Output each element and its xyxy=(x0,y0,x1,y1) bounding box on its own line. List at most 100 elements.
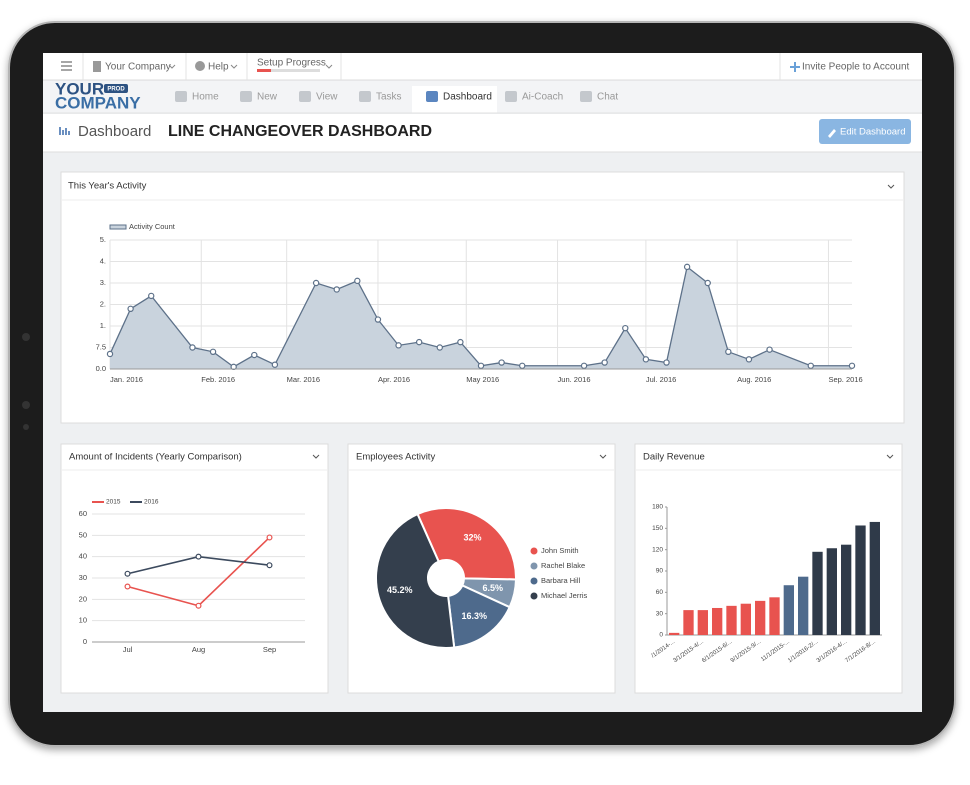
bar xyxy=(783,585,794,635)
bar xyxy=(740,603,751,635)
slice-label: 45.2% xyxy=(387,585,413,595)
legend-label: Michael Jerris xyxy=(541,591,588,600)
legend-swatch xyxy=(530,562,538,570)
bar xyxy=(855,525,866,635)
dashboard-icon xyxy=(59,127,70,135)
slice-label: 32% xyxy=(464,532,482,542)
panel xyxy=(60,443,329,694)
point xyxy=(766,346,773,353)
legend-swatch xyxy=(530,547,538,555)
plus-icon xyxy=(790,62,800,72)
help-icon xyxy=(195,61,205,71)
legend-label: 2015 xyxy=(106,499,121,506)
point xyxy=(704,279,711,287)
point xyxy=(642,356,650,363)
point xyxy=(195,602,202,609)
bar xyxy=(712,607,723,635)
nav-tab[interactable]: Tasks xyxy=(376,92,402,103)
sensor xyxy=(23,424,29,430)
legend-label: Barbara Hill xyxy=(541,576,581,585)
point xyxy=(251,351,258,359)
nav-tab[interactable]: Ai-Coach xyxy=(522,92,563,103)
x-tick-label: Aug xyxy=(192,645,205,654)
point xyxy=(271,361,279,368)
bar xyxy=(798,576,809,635)
menu-icon[interactable] xyxy=(61,61,72,71)
nav-tab[interactable]: View xyxy=(316,92,338,103)
setup-progress[interactable]: Setup Progress xyxy=(257,58,326,69)
edit-button[interactable] xyxy=(819,119,911,144)
tab-icon xyxy=(299,91,311,102)
y-tick-label: 3. xyxy=(100,278,106,287)
legend-label: Activity Count xyxy=(129,222,176,231)
x-tick-label: Apr. 2016 xyxy=(378,375,410,384)
x-tick-label: May 2016 xyxy=(466,375,499,384)
legend-label: John Smith xyxy=(541,546,579,555)
point xyxy=(663,359,670,366)
point xyxy=(395,342,402,349)
point xyxy=(266,562,273,569)
y-tick-label: 5. xyxy=(100,235,106,244)
bar xyxy=(769,597,780,635)
y-tick-label: 0.0 xyxy=(96,364,106,373)
x-tick-label: Jul. 2016 xyxy=(646,375,676,384)
y-tick-label: 50 xyxy=(79,530,87,539)
legend-swatch xyxy=(109,224,127,230)
point xyxy=(195,553,202,560)
bar xyxy=(726,605,737,635)
panel-title: This Year's Activity xyxy=(68,181,147,192)
sensor xyxy=(22,401,30,409)
help-menu[interactable]: Help xyxy=(208,62,229,73)
point xyxy=(519,362,526,369)
point xyxy=(106,350,114,358)
company-menu[interactable]: Your Company xyxy=(105,62,171,73)
nav-tab[interactable]: Chat xyxy=(597,92,618,103)
bar xyxy=(869,521,880,635)
nav-tab[interactable]: New xyxy=(257,92,278,103)
panel-title: Employees Activity xyxy=(356,452,435,463)
point xyxy=(312,279,320,287)
point xyxy=(189,344,196,351)
x-tick-label: Mar. 2016 xyxy=(287,375,320,384)
header xyxy=(43,114,922,152)
y-tick-label: 30 xyxy=(79,573,87,582)
nav-tab[interactable]: Home xyxy=(192,92,219,103)
y-tick-label: 10 xyxy=(79,616,87,625)
panel-menu[interactable] xyxy=(886,454,894,459)
panel-menu[interactable] xyxy=(599,454,607,459)
point xyxy=(683,263,691,271)
pencil-icon xyxy=(828,129,836,138)
bar xyxy=(697,610,708,635)
point xyxy=(457,338,464,346)
bar xyxy=(669,632,680,635)
y-tick-label: 1. xyxy=(100,321,106,330)
point xyxy=(415,338,423,346)
point xyxy=(498,359,505,366)
edit-button-label[interactable]: Edit Dashboard xyxy=(840,127,905,138)
tab-icon xyxy=(505,91,517,102)
chevron xyxy=(325,64,333,69)
x-tick-label: Jul xyxy=(123,645,133,654)
point xyxy=(580,362,588,369)
point xyxy=(354,277,361,285)
tab-icon xyxy=(175,91,187,102)
y-tick-label: 2. xyxy=(100,299,106,308)
logo-badge-text: PROD xyxy=(107,87,125,93)
invite-link[interactable]: Invite People to Account xyxy=(802,62,910,73)
x-tick-label: Aug. 2016 xyxy=(737,375,771,384)
area xyxy=(110,266,852,369)
y-tick-label: 0 xyxy=(83,637,87,646)
y-tick-label: 7.5 xyxy=(96,342,106,351)
pie-slice xyxy=(446,584,511,649)
bar xyxy=(683,610,694,635)
nav-tab[interactable]: Dashboard xyxy=(443,92,492,103)
y-tick-label: 90 xyxy=(656,568,664,575)
legend-swatch xyxy=(530,592,538,600)
y-tick-label: 30 xyxy=(656,610,664,617)
panel-menu[interactable] xyxy=(312,454,320,459)
panel-title: Daily Revenue xyxy=(643,452,705,463)
progress-fill xyxy=(257,69,271,72)
panel-menu[interactable] xyxy=(887,184,895,189)
y-tick-label: 60 xyxy=(656,589,664,596)
progress-track xyxy=(257,69,320,72)
